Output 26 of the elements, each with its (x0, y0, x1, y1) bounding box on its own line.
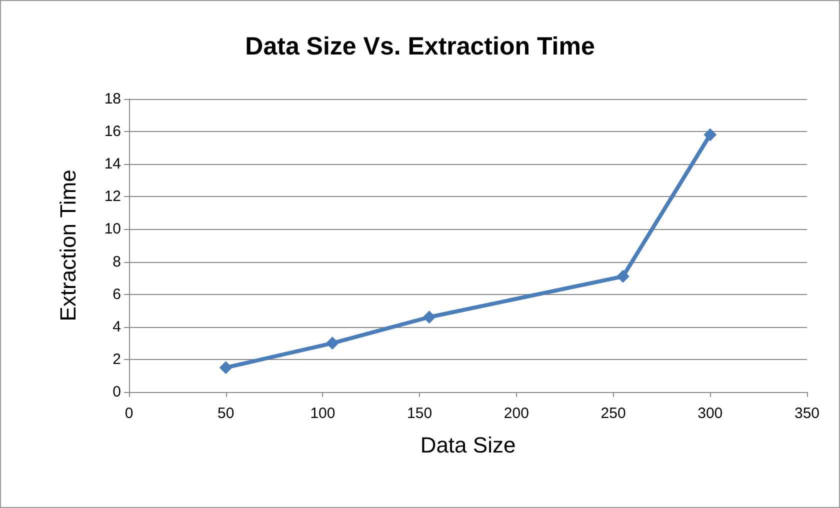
y-tick-label: 0 (112, 384, 121, 400)
point (326, 336, 339, 350)
y-tick-label: 16 (104, 123, 121, 140)
x-tick-label: 250 (600, 405, 626, 422)
chart-title: Data Size Vs. Extraction Time (245, 32, 595, 60)
x-tick-label: 200 (504, 405, 529, 422)
y-tick-label: 4 (112, 318, 121, 336)
y-tick-label: 18 (104, 90, 121, 108)
y-tick-label: 8 (112, 253, 121, 270)
y-tick-label: 6 (112, 286, 121, 303)
x-tick-label: 300 (698, 405, 723, 422)
x-tick-label: 0 (124, 405, 134, 422)
y-tick-label: 12 (104, 188, 121, 206)
x-axis-title: Data Size (420, 432, 516, 458)
x-tick-label: 150 (407, 405, 432, 422)
point (704, 128, 717, 142)
y-tick-label: 10 (104, 220, 121, 238)
y-axis-title: Extraction Time (56, 170, 80, 322)
x-tick-label: 100 (310, 405, 336, 422)
y-tick-label: 2 (112, 350, 121, 368)
x-tick-label: 50 (218, 405, 234, 422)
point (422, 310, 436, 324)
point (219, 361, 232, 374)
y-tick-label: 14 (104, 156, 121, 173)
point (616, 270, 630, 283)
x-tick-label: 350 (794, 405, 820, 422)
